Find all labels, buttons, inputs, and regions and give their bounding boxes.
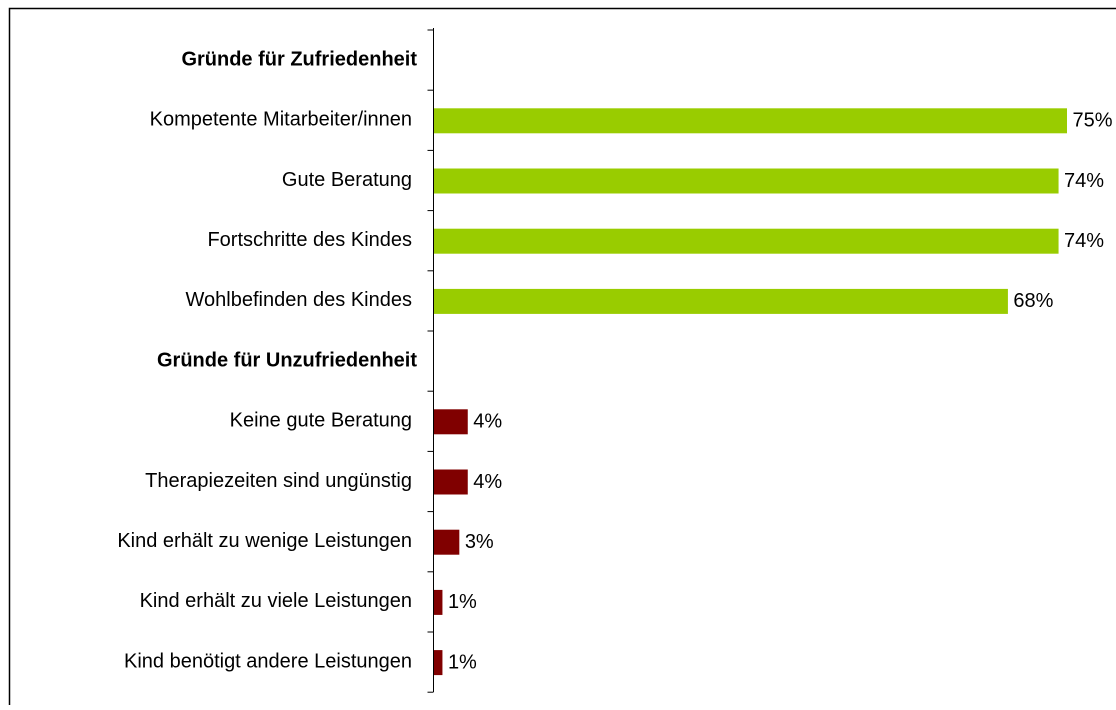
bar xyxy=(434,169,1059,194)
category-label: Wohlbefinden des Kindes xyxy=(186,289,412,311)
bar xyxy=(434,289,1008,314)
bar xyxy=(434,590,442,615)
bar xyxy=(434,409,468,434)
category-label: Kind erhält zu viele Leistungen xyxy=(140,590,412,612)
category-label: Kind benötigt andere Leistungen xyxy=(124,650,412,672)
category-label: Fortschritte des Kindes xyxy=(207,229,412,251)
value-label: 1% xyxy=(448,651,477,673)
value-label: 74% xyxy=(1064,170,1104,192)
bar xyxy=(434,229,1059,254)
category-label: Gute Beratung xyxy=(282,169,412,191)
category-label: Kind erhält zu wenige Leistungen xyxy=(117,530,412,552)
bar xyxy=(434,108,1067,133)
value-label: 75% xyxy=(1073,110,1113,132)
value-label: 68% xyxy=(1013,290,1053,312)
value-label: 74% xyxy=(1064,230,1104,252)
section-header: Gründe für Zufriedenheit xyxy=(181,48,417,70)
bar xyxy=(434,650,442,675)
value-label: 3% xyxy=(465,531,494,553)
value-label: 4% xyxy=(473,471,502,493)
section-header: Gründe für Unzufriedenheit xyxy=(157,349,417,371)
category-label: Therapiezeiten sind ungünstig xyxy=(145,470,412,492)
bar xyxy=(434,530,459,555)
value-label: 1% xyxy=(448,591,477,613)
category-label: Keine gute Beratung xyxy=(230,410,412,432)
category-label: Kompetente Mitarbeiter/innen xyxy=(150,109,412,131)
bar xyxy=(434,470,468,495)
value-label: 4% xyxy=(473,411,502,433)
